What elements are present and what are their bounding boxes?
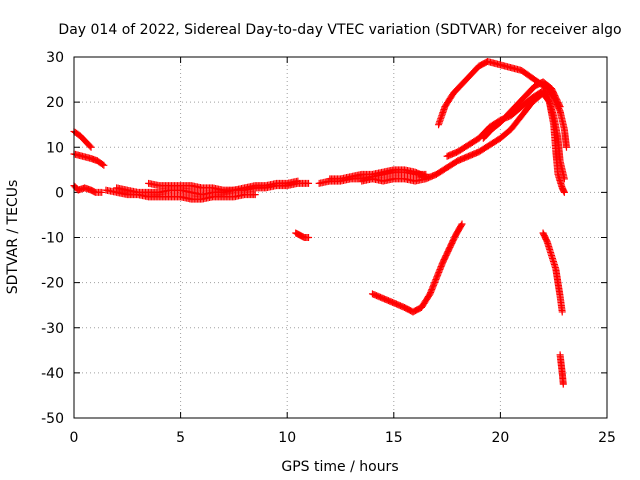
x-tick-label: 10 (278, 430, 296, 446)
y-tick-label: -50 (41, 411, 64, 427)
data-point (555, 101, 563, 109)
y-tick-label: 30 (46, 50, 64, 66)
x-tick-label: 20 (491, 430, 509, 446)
data-point (457, 221, 465, 229)
y-tick-label: -10 (41, 231, 64, 247)
series-arc-b (70, 150, 108, 169)
chart-title: Day 014 of 2022, Sidereal Day-to-day VTE… (58, 22, 621, 38)
series-arc-f (113, 177, 302, 199)
plot-frame (73, 56, 608, 419)
x-tick-label: 15 (385, 430, 403, 446)
y-tick-label: -20 (41, 276, 64, 292)
data-point (98, 188, 106, 196)
series-arc-d (102, 186, 259, 203)
y-tick-label: 0 (55, 185, 64, 201)
data-point (86, 142, 94, 150)
data-point (556, 103, 564, 111)
y-axis-label: SDTVAR / TECUs (5, 180, 21, 295)
series-arc-k (368, 220, 466, 316)
series-arc-n (479, 78, 564, 142)
data-point (99, 160, 107, 168)
data-point (87, 143, 95, 151)
series-arc-o (539, 229, 566, 316)
y-tick-label: -40 (41, 366, 64, 382)
y-tick-label: -30 (41, 321, 64, 337)
series-arc-m (443, 87, 568, 196)
data-point (559, 380, 567, 388)
data-point (251, 191, 259, 199)
series-arc-c (70, 182, 106, 196)
x-tick-label: 25 (598, 430, 616, 446)
data-point (305, 234, 313, 241)
y-tick-label: 10 (46, 140, 64, 156)
data-point (562, 143, 570, 151)
x-tick-label: 0 (70, 430, 79, 446)
data-points (70, 58, 570, 388)
series-arc-g (292, 229, 313, 241)
data-point (558, 308, 566, 316)
x-axis-label: GPS time / hours (281, 459, 398, 475)
data-point (560, 188, 568, 196)
data-point (294, 177, 302, 185)
data-point (305, 179, 313, 187)
data-point (100, 161, 108, 169)
y-tick-label: 20 (46, 95, 64, 111)
series-arc-i (326, 166, 430, 183)
series-arc-p (556, 351, 567, 388)
x-tick-label: 5 (176, 430, 185, 446)
data-point (458, 220, 466, 228)
axis-ticks: 0 5 10 15 20 25 -50 -40 -30 -20 -10 0 10 20 30 (41, 50, 616, 446)
